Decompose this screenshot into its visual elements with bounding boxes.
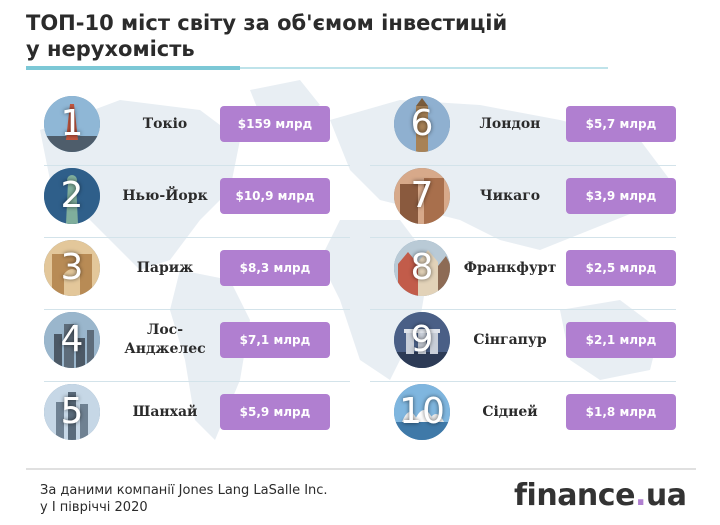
city-name: Шанхай	[132, 403, 198, 420]
city-name: Нью-Йорк	[122, 187, 208, 204]
list-item: 1 Токіо $159 млрд	[44, 96, 354, 166]
logo-main: finance	[514, 478, 635, 513]
rank-number: 10	[399, 391, 445, 432]
rank-number: 4	[60, 319, 84, 360]
title-underline	[26, 66, 608, 70]
list-item: 10 Сідней $1,8 млрд	[394, 384, 704, 440]
list-item: 6 Лондон $5,7 млрд	[370, 96, 704, 166]
amount-badge: $2,5 млрд	[566, 250, 676, 286]
amount-badge: $8,3 млрд	[220, 250, 330, 286]
rank-number: 5	[60, 391, 84, 432]
city-name: Лос- Анджелес	[110, 312, 220, 368]
city-photo-badge: 9	[394, 312, 450, 368]
rank-number: 1	[60, 103, 84, 144]
city-photo-badge: 6	[394, 96, 450, 152]
logo-tld: ua	[645, 478, 687, 513]
rank-number: 2	[60, 175, 84, 216]
list-item: 5 Шанхай $5,9 млрд	[44, 384, 354, 440]
amount-badge: $10,9 млрд	[220, 178, 330, 214]
source-line-2: у І півріччі 2020	[40, 500, 148, 515]
row-divider	[370, 381, 676, 382]
rank-number: 7	[410, 175, 434, 216]
city-name-line-2: Анджелес	[124, 341, 206, 357]
marina-bay-icon	[394, 312, 450, 368]
row-divider	[370, 165, 676, 166]
shanghai-skyline-icon	[44, 384, 100, 440]
rank-number: 6	[410, 103, 434, 144]
row-divider	[44, 165, 350, 166]
rank-number: 8	[410, 247, 434, 288]
list-item: 2 Нью-Йорк $10,9 млрд	[44, 168, 354, 238]
list-item: 3 Париж $8,3 млрд	[44, 240, 354, 310]
amount-badge: $5,7 млрд	[566, 106, 676, 142]
row-divider	[370, 237, 676, 238]
row-divider	[44, 381, 350, 382]
city-photo-badge: 4	[44, 312, 100, 368]
title-line-1: ТОП-10 міст світу за об'ємом інвестицій	[26, 11, 508, 35]
chicago-buildings-icon	[394, 168, 450, 224]
city-photo-badge: 10	[394, 384, 450, 440]
list-item: 8 Франкфурт $2,5 млрд	[370, 240, 704, 310]
finance-ua-logo: finance.ua	[514, 478, 687, 513]
city-name-line-1: Лос-	[146, 322, 184, 338]
city-photo-badge: 8	[394, 240, 450, 296]
city-name: Франкфурт	[463, 259, 557, 276]
frankfurt-houses-icon	[394, 240, 450, 296]
amount-badge: $7,1 млрд	[220, 322, 330, 358]
page-title: ТОП-10 міст світу за об'ємом інвестицій …	[26, 10, 586, 62]
arc-de-triomphe-icon	[44, 240, 100, 296]
skyline-icon	[44, 312, 100, 368]
amount-badge: $5,9 млрд	[220, 394, 330, 430]
amount-badge: $3,9 млрд	[566, 178, 676, 214]
title-line-2: у нерухомість	[26, 37, 195, 61]
list-item: 4 Лос- Анджелес $7,1 млрд	[44, 312, 354, 382]
city-name: Токіо	[142, 115, 188, 132]
amount-badge: $1,8 млрд	[566, 394, 676, 430]
footer-divider	[26, 468, 696, 470]
rank-number: 3	[60, 247, 84, 288]
row-divider	[370, 309, 676, 310]
city-photo-badge: 3	[44, 240, 100, 296]
list-item: 7 Чикаго $3,9 млрд	[370, 168, 704, 238]
tokyo-tower-icon	[44, 96, 100, 152]
row-divider	[44, 309, 350, 310]
city-name: Париж	[136, 259, 194, 276]
amount-badge: $159 млрд	[220, 106, 330, 142]
city-photo-badge: 1	[44, 96, 100, 152]
amount-badge: $2,1 млрд	[566, 322, 676, 358]
city-name: Сідней	[482, 403, 538, 420]
city-name: Сінгапур	[473, 331, 547, 348]
city-name: Чикаго	[479, 187, 541, 204]
row-divider	[44, 237, 350, 238]
statue-of-liberty-icon	[44, 168, 100, 224]
list-item: 9 Сінгапур $2,1 млрд	[370, 312, 704, 382]
city-photo-badge: 7	[394, 168, 450, 224]
city-photo-badge: 2	[44, 168, 100, 224]
logo-dot: .	[634, 478, 646, 513]
source-note: За даними компанії Jones Lang LaSalle In…	[40, 482, 328, 516]
city-photo-badge: 5	[44, 384, 100, 440]
rank-number: 9	[410, 319, 434, 360]
sydney-opera-house-icon	[394, 384, 450, 440]
big-ben-icon	[394, 96, 450, 152]
source-line-1: За даними компанії Jones Lang LaSalle In…	[40, 483, 328, 498]
city-name: Лондон	[479, 115, 541, 132]
